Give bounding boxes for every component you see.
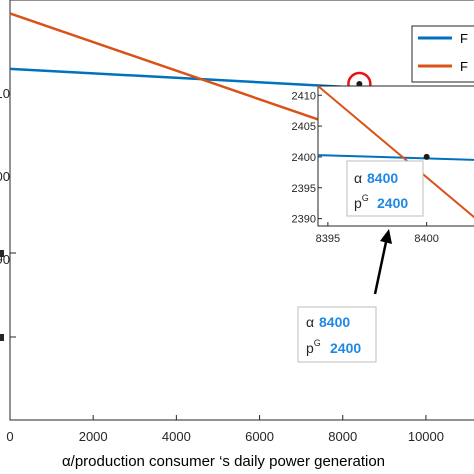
- legend-label: F: [460, 31, 468, 46]
- datatip-alpha-label: α: [306, 314, 314, 330]
- zoom-arrow: [373, 229, 392, 295]
- legend: F F: [411, 25, 474, 83]
- inset-y-tick-label: 2395: [292, 183, 316, 195]
- inset-x-tick-label: 8395: [316, 233, 340, 245]
- y-tick-stub: [0, 334, 4, 341]
- svg-text:pG: pG: [354, 193, 369, 211]
- inset-datatip-alpha-label: α: [354, 170, 362, 186]
- svg-text:pG: pG: [306, 338, 321, 356]
- datatip-main: α 8400 pG 2400: [297, 306, 377, 363]
- datatip-pg-sup: G: [314, 338, 321, 348]
- datatip-inset: α 8400 pG 2400: [346, 160, 424, 217]
- y-tick-label: 410: [0, 86, 10, 101]
- inset-series-line-blue: [317, 154, 474, 161]
- inset-y-tick-label: 2400: [292, 152, 316, 164]
- y-tick-label: 400: [0, 169, 10, 184]
- inset-datatip-pg-base: p: [354, 195, 362, 211]
- inset-zoom: 2410 2405 2400 2395 2390 8395 8400 α 8400 pG …: [292, 85, 474, 245]
- inset-y-tick-label: 2410: [292, 90, 316, 102]
- inset-datatip-pg-sup: G: [362, 193, 369, 203]
- inset-y-tick-label: 2390: [292, 214, 316, 226]
- datatip-alpha-value: 8400: [319, 314, 350, 330]
- inset-intersection-point: [423, 153, 430, 160]
- x-tick-label: 0: [6, 429, 13, 444]
- inset-x-tick-label: 8400: [414, 233, 438, 245]
- x-tick-label: 10000: [408, 429, 444, 444]
- inset-series-line-orange: [317, 85, 474, 219]
- datatip-pg-value: 2400: [330, 340, 361, 356]
- x-tick-label: 2000: [79, 429, 108, 444]
- x-axis-label: α/production consumer ‘s daily power gen…: [62, 453, 385, 470]
- x-tick-label: 4000: [162, 429, 191, 444]
- x-tick-label: 8000: [328, 429, 357, 444]
- y-tick-stub: [0, 250, 4, 257]
- datatip-pg-base: p: [306, 340, 314, 356]
- y-tick-label: 90: [0, 252, 10, 267]
- x-tick-label: 6000: [245, 429, 274, 444]
- inset-y-tick-label: 2405: [292, 121, 316, 133]
- inset-datatip-alpha-value: 8400: [367, 170, 398, 186]
- legend-label: F: [460, 59, 468, 74]
- inset-datatip-pg-value: 2400: [377, 195, 408, 211]
